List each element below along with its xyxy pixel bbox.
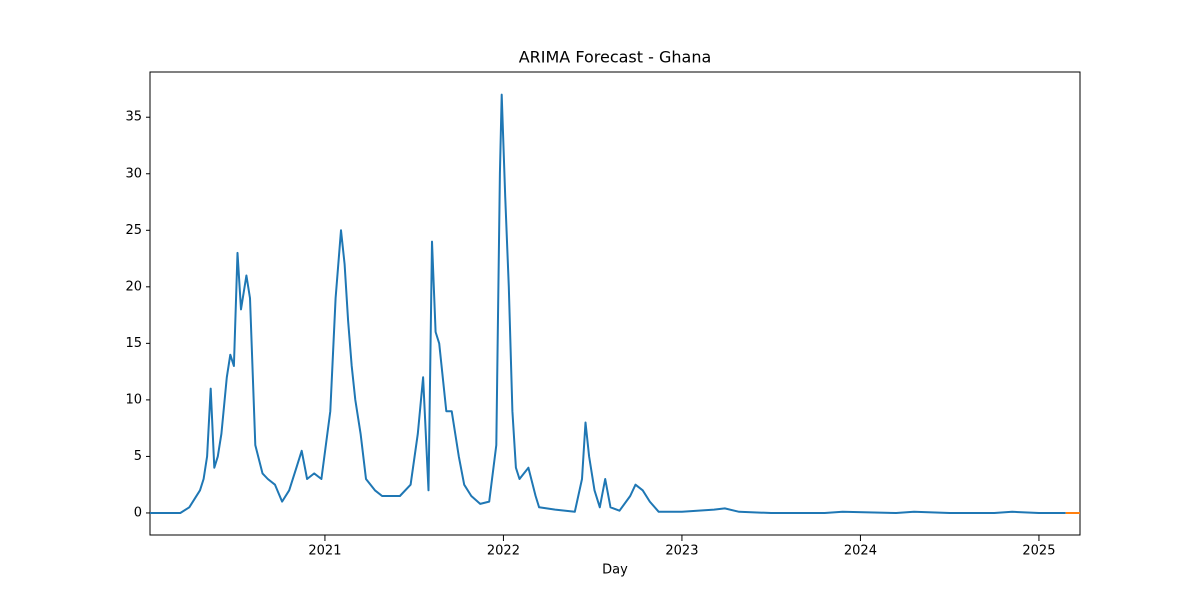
x-tick-label: 2021 <box>308 544 341 559</box>
x-tick-label: 2023 <box>665 544 698 559</box>
y-tick-label: 20 <box>125 279 142 294</box>
y-tick-label: 5 <box>134 449 142 464</box>
x-tick-label: 2022 <box>487 544 520 559</box>
chart-title: ARIMA Forecast - Ghana <box>519 48 712 67</box>
y-tick-label: 30 <box>125 166 142 181</box>
y-tick-label: 35 <box>125 110 142 125</box>
series-line <box>150 93 1066 514</box>
y-tick-label: 0 <box>134 505 142 520</box>
x-tick-label: 2025 <box>1022 544 1055 559</box>
x-axis-label: Day <box>602 563 628 578</box>
x-tick-label: 2024 <box>844 544 877 559</box>
y-tick-label: 10 <box>125 392 142 407</box>
plot-frame <box>149 71 1081 536</box>
y-tick-label: 25 <box>125 223 142 238</box>
y-tick-label: 15 <box>125 336 142 351</box>
